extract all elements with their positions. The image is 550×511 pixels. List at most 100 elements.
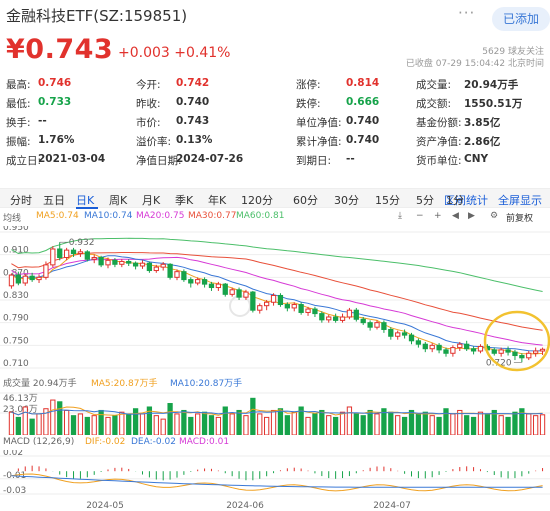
volume-bar	[388, 411, 394, 435]
zoom-out-icon[interactable]: −	[416, 211, 424, 221]
ma-legend-item: MA20:0.75	[136, 211, 185, 221]
quote-label: 成交量:	[416, 79, 452, 91]
candle-body	[498, 349, 504, 354]
y-tick-label: 0.910	[3, 246, 29, 256]
download-icon[interactable]: ⤓	[398, 211, 402, 221]
follow-button[interactable]: 已添加	[492, 7, 550, 31]
period-tab[interactable]: 周K	[109, 194, 128, 207]
volume-bar	[201, 411, 208, 435]
quote-label: 累计净值:	[296, 136, 342, 148]
candle-body	[257, 305, 263, 311]
pan-right-icon[interactable]: ▶	[468, 211, 475, 221]
period-tab[interactable]: 年K	[208, 194, 227, 207]
fullscreen-link[interactable]: 全屏显示	[498, 194, 542, 207]
candle-body	[208, 283, 215, 289]
candle-body	[112, 259, 118, 265]
volume-bar	[533, 415, 539, 435]
adjust-mode[interactable]: 前复权	[506, 214, 534, 224]
volume-bar	[305, 416, 311, 435]
period-tab[interactable]: 120分	[241, 194, 273, 207]
volume-bar	[270, 409, 277, 435]
period-tab[interactable]: 1分	[446, 194, 464, 207]
candle-body	[526, 352, 532, 359]
period-tab[interactable]: 5分	[416, 194, 434, 207]
candle-body	[312, 308, 318, 315]
candle-body	[401, 332, 408, 336]
high-annotation: 0.932	[69, 238, 95, 248]
period-tab[interactable]: 分时	[10, 194, 32, 207]
settings-icon[interactable]: ⚙	[490, 211, 499, 221]
candle-body	[195, 279, 201, 284]
candle-body	[119, 260, 125, 265]
candle-body	[36, 276, 42, 281]
quote-label: 跌停:	[296, 98, 321, 110]
volume-bar	[512, 411, 518, 435]
volume-bar	[401, 416, 408, 435]
volume-bar	[160, 418, 166, 435]
stock-name: 金融科技ETF(SZ:159851)	[6, 7, 188, 25]
price-change: +0.003 +0.41%	[118, 45, 231, 61]
ma-line	[11, 237, 543, 292]
interval-stats-link[interactable]: 区间统计	[444, 194, 488, 207]
period-tab[interactable]: 日K	[76, 194, 95, 207]
volume-bar	[50, 399, 56, 435]
period-tab[interactable]: 月K	[142, 194, 161, 207]
period-tab[interactable]: 15分	[375, 194, 400, 207]
volume-bar	[539, 414, 546, 435]
candle-body	[429, 344, 435, 350]
volume-ma5: MA5:20.87万手	[91, 379, 158, 389]
volume-bar	[63, 409, 70, 435]
candle-body	[367, 322, 373, 328]
volume-bar	[312, 413, 318, 435]
quote-value: 0.666	[346, 96, 380, 108]
candle-body	[57, 248, 63, 258]
kline-chart[interactable]: 0.9500.9100.8700.8300.7900.7500.7100.932…	[0, 226, 550, 374]
volume-bar	[326, 415, 332, 435]
dif-line	[11, 473, 543, 492]
candle-body	[264, 301, 270, 307]
title-row: 金融科技ETF(SZ:159851) ··· 已添加	[6, 4, 550, 31]
candle-body	[270, 294, 277, 303]
more-icon[interactable]: ···	[458, 4, 476, 22]
candle-body	[188, 279, 194, 284]
highlight-circle	[483, 310, 550, 372]
quote-row: 成立日: 2021-03-04 净值日期: 2024-07-26 到期日: -- 货币单位:…	[6, 153, 546, 172]
quote-value: 0.740	[346, 115, 380, 127]
candle-body	[215, 283, 222, 289]
zoom-in-icon[interactable]: +	[434, 211, 442, 221]
pan-left-icon[interactable]: ◀	[452, 211, 459, 221]
period-tab[interactable]: 季K	[175, 194, 194, 207]
volume-bar	[505, 416, 511, 435]
candle-body	[174, 271, 180, 278]
volume-bar	[195, 413, 201, 435]
candle-body	[332, 316, 339, 321]
candle-body	[222, 283, 228, 295]
volume-bar	[229, 413, 235, 435]
macd-value: MACD:0.01	[179, 437, 230, 447]
period-tab[interactable]: 60分	[293, 194, 318, 207]
candle-body	[132, 262, 139, 267]
macd-dif: DIF:-0.02	[85, 437, 126, 447]
volume-bar	[519, 408, 525, 435]
candle-body	[243, 291, 249, 298]
candle-body	[457, 343, 463, 349]
quote-label: 货币单位:	[416, 155, 462, 167]
volume-bar	[126, 413, 132, 435]
volume-bar	[119, 411, 125, 435]
candle-body	[8, 274, 15, 287]
x-tick-label: 2024-05	[86, 501, 124, 511]
period-tab[interactable]: 五日	[43, 194, 65, 207]
volume-bar	[112, 415, 118, 435]
candle-body	[519, 355, 525, 359]
ma-legend-item: MA60:0.81	[236, 211, 285, 221]
candle-body	[167, 263, 173, 278]
candle-body	[50, 248, 56, 266]
quote-value: CNY	[464, 153, 489, 165]
candle-body	[505, 349, 511, 353]
candle-body	[360, 318, 366, 324]
quote-label: 成立日:	[6, 155, 42, 167]
quote-value: 0.740	[346, 134, 380, 146]
period-tab[interactable]: 30分	[334, 194, 359, 207]
